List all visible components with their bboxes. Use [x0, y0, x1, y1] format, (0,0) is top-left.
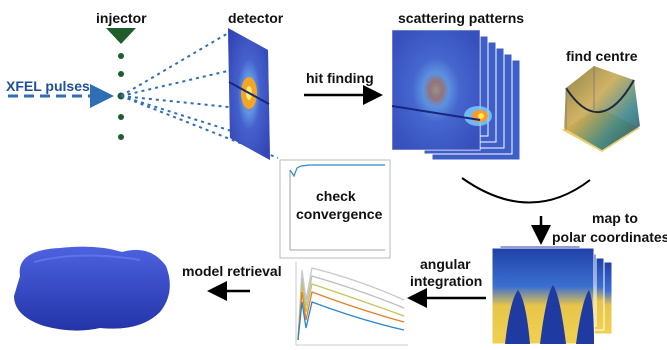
angular-label: angular — [420, 256, 471, 272]
scattering-patterns-stack — [391, 29, 521, 161]
convergence-plot — [279, 159, 391, 259]
convergence-label: convergence — [296, 206, 383, 222]
polar-stack — [491, 245, 613, 345]
integration-label: integration — [410, 273, 483, 289]
xfel-pulses-label: XFEL pulses — [6, 78, 90, 94]
map-to-label: map to — [592, 210, 638, 226]
integration-curves — [295, 262, 408, 346]
injector-nozzle-icon — [106, 28, 136, 44]
find-centre-label: find centre — [566, 48, 638, 64]
hit-finding-label: hit finding — [306, 70, 374, 86]
check-label: check — [316, 188, 356, 204]
detector-panel — [228, 28, 270, 160]
curve-connector — [461, 177, 591, 204]
retrieved-model — [14, 246, 170, 331]
find-centre-surface — [562, 66, 640, 152]
polar-coordinates-label: polar coordinates — [552, 229, 667, 245]
model-retrieval-label: model retrieval — [182, 263, 282, 279]
detector-label: detector — [228, 10, 284, 26]
scattering-patterns-label: scattering patterns — [398, 10, 525, 26]
injector-label: injector — [96, 10, 147, 26]
